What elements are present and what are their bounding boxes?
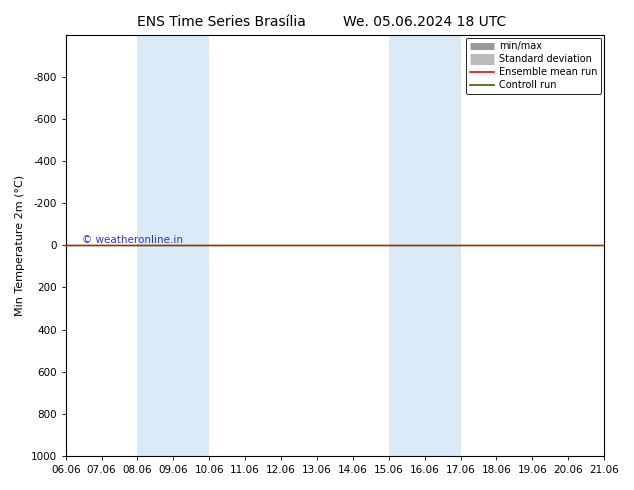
Y-axis label: Min Temperature 2m (°C): Min Temperature 2m (°C) <box>15 175 25 316</box>
Bar <box>389 35 460 456</box>
Text: ENS Time Series Brasília: ENS Time Series Brasília <box>138 15 306 29</box>
Bar <box>138 35 209 456</box>
Text: We. 05.06.2024 18 UTC: We. 05.06.2024 18 UTC <box>343 15 507 29</box>
Legend: min/max, Standard deviation, Ensemble mean run, Controll run: min/max, Standard deviation, Ensemble me… <box>466 38 601 94</box>
Text: © weatheronline.in: © weatheronline.in <box>82 235 183 245</box>
